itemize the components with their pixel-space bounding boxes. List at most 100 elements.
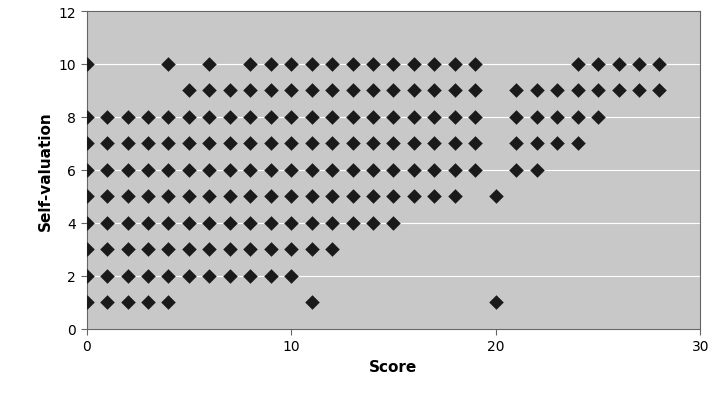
Point: [531, 88, 542, 95]
Point: [224, 220, 235, 227]
Point: [224, 273, 235, 279]
Point: [449, 167, 461, 174]
Point: [81, 167, 92, 174]
Point: [429, 167, 440, 174]
Point: [633, 88, 645, 95]
Point: [265, 194, 277, 200]
Point: [449, 194, 461, 200]
Point: [285, 220, 297, 227]
Point: [122, 246, 134, 253]
Point: [101, 114, 113, 121]
Point: [326, 141, 338, 147]
Point: [224, 167, 235, 174]
Point: [490, 299, 502, 306]
Point: [142, 220, 154, 227]
Point: [245, 220, 256, 227]
Point: [285, 246, 297, 253]
Point: [429, 62, 440, 68]
Point: [122, 220, 134, 227]
Point: [142, 114, 154, 121]
Point: [388, 62, 399, 68]
Point: [653, 88, 665, 95]
Point: [142, 246, 154, 253]
Point: [142, 273, 154, 279]
Point: [183, 88, 195, 95]
Point: [367, 62, 379, 68]
Point: [592, 88, 604, 95]
Point: [326, 62, 338, 68]
Point: [204, 220, 215, 227]
Point: [572, 88, 583, 95]
Point: [183, 167, 195, 174]
Point: [204, 141, 215, 147]
Point: [306, 88, 318, 95]
Point: [101, 220, 113, 227]
Point: [183, 114, 195, 121]
Point: [306, 62, 318, 68]
Point: [347, 141, 358, 147]
Point: [449, 141, 461, 147]
Point: [510, 167, 522, 174]
Point: [81, 62, 92, 68]
Point: [347, 167, 358, 174]
Point: [326, 220, 338, 227]
Point: [367, 114, 379, 121]
Point: [326, 114, 338, 121]
Point: [633, 62, 645, 68]
Point: [285, 167, 297, 174]
Point: [224, 141, 235, 147]
Point: [122, 114, 134, 121]
Point: [265, 273, 277, 279]
Point: [469, 88, 481, 95]
Point: [306, 194, 318, 200]
Point: [388, 220, 399, 227]
Point: [531, 141, 542, 147]
Point: [162, 194, 174, 200]
Point: [204, 273, 215, 279]
Point: [162, 220, 174, 227]
Point: [101, 194, 113, 200]
Point: [572, 141, 583, 147]
Point: [183, 273, 195, 279]
Point: [367, 88, 379, 95]
Point: [142, 299, 154, 306]
Point: [245, 62, 256, 68]
Point: [204, 88, 215, 95]
Point: [388, 114, 399, 121]
Point: [552, 141, 563, 147]
Point: [245, 194, 256, 200]
Point: [552, 88, 563, 95]
Point: [306, 167, 318, 174]
Point: [408, 88, 419, 95]
Point: [81, 114, 92, 121]
Point: [347, 220, 358, 227]
Point: [388, 167, 399, 174]
Point: [572, 62, 583, 68]
Point: [285, 62, 297, 68]
Point: [347, 194, 358, 200]
Point: [224, 114, 235, 121]
Point: [326, 194, 338, 200]
Point: [285, 88, 297, 95]
Point: [388, 194, 399, 200]
Point: [347, 62, 358, 68]
Point: [245, 246, 256, 253]
Point: [552, 114, 563, 121]
Point: [81, 194, 92, 200]
Point: [510, 88, 522, 95]
Point: [429, 114, 440, 121]
Point: [367, 167, 379, 174]
Point: [183, 246, 195, 253]
Point: [306, 220, 318, 227]
Point: [122, 167, 134, 174]
X-axis label: Score: Score: [370, 359, 417, 374]
Point: [306, 299, 318, 306]
Point: [326, 88, 338, 95]
Point: [285, 273, 297, 279]
Point: [429, 141, 440, 147]
Point: [469, 141, 481, 147]
Y-axis label: Self-valuation: Self-valuation: [38, 111, 53, 230]
Point: [592, 62, 604, 68]
Point: [183, 194, 195, 200]
Point: [101, 299, 113, 306]
